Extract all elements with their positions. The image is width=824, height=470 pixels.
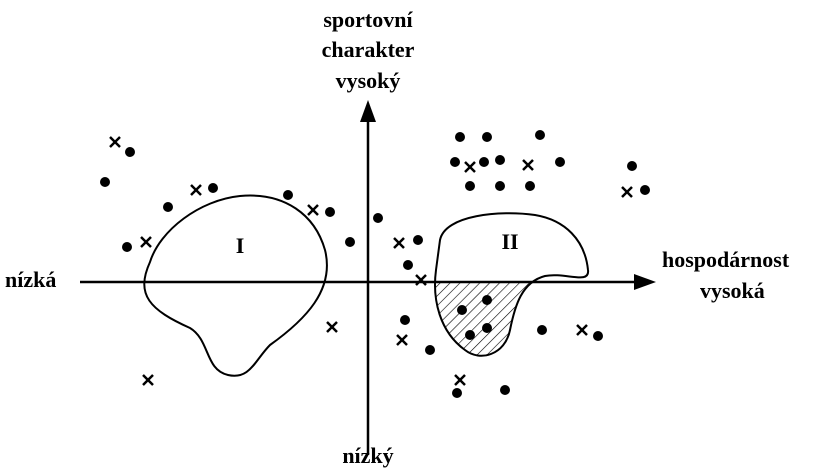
cross — [142, 374, 154, 386]
dot — [208, 183, 218, 193]
dot — [525, 181, 535, 191]
cross — [140, 236, 152, 248]
dot — [425, 345, 435, 355]
region-2 — [434, 212, 590, 357]
dot — [482, 295, 492, 305]
dot — [495, 155, 505, 165]
y-bottom-label: nízký — [342, 443, 393, 468]
dot — [465, 181, 475, 191]
cross — [522, 159, 534, 171]
dot — [163, 202, 173, 212]
x-right-label: hospodárnost — [662, 247, 790, 272]
cross — [576, 324, 588, 336]
dot — [325, 207, 335, 217]
dot — [537, 325, 547, 335]
crosses — [109, 136, 633, 386]
cross — [393, 237, 405, 249]
dot — [345, 237, 355, 247]
cross — [621, 186, 633, 198]
dot — [593, 331, 603, 341]
dot — [482, 323, 492, 333]
dot — [413, 235, 423, 245]
cross — [396, 334, 408, 346]
cross — [454, 374, 466, 386]
cross — [326, 321, 338, 333]
cross — [464, 161, 476, 173]
cross — [190, 184, 202, 196]
x-left-label: nízká — [5, 267, 56, 292]
dot — [535, 130, 545, 140]
dot — [452, 388, 462, 398]
y-top-label: vysoký — [336, 68, 401, 93]
region-label: II — [501, 229, 518, 254]
dots — [100, 130, 650, 398]
cross — [307, 204, 319, 216]
dot — [125, 147, 135, 157]
cross — [109, 136, 121, 148]
dot — [403, 260, 413, 270]
dot — [640, 185, 650, 195]
axes — [80, 118, 640, 455]
y-top-label: sportovní — [323, 7, 413, 32]
y-top-label: charakter — [322, 37, 415, 62]
dot — [373, 213, 383, 223]
dot — [450, 157, 460, 167]
hatched-area — [435, 282, 589, 356]
cross — [415, 274, 427, 286]
x-right-label: vysoká — [700, 278, 765, 303]
dot — [455, 132, 465, 142]
dot — [465, 330, 475, 340]
dot — [457, 305, 467, 315]
dot — [400, 315, 410, 325]
dot — [495, 181, 505, 191]
dot — [500, 385, 510, 395]
region-label: I — [236, 233, 245, 258]
x-arrow — [634, 274, 656, 290]
dot — [479, 157, 489, 167]
y-arrow — [360, 100, 376, 122]
dot — [482, 132, 492, 142]
dot — [627, 161, 637, 171]
region-1 — [143, 194, 328, 377]
dot — [122, 242, 132, 252]
dot — [100, 177, 110, 187]
dot — [283, 190, 293, 200]
dot — [555, 157, 565, 167]
